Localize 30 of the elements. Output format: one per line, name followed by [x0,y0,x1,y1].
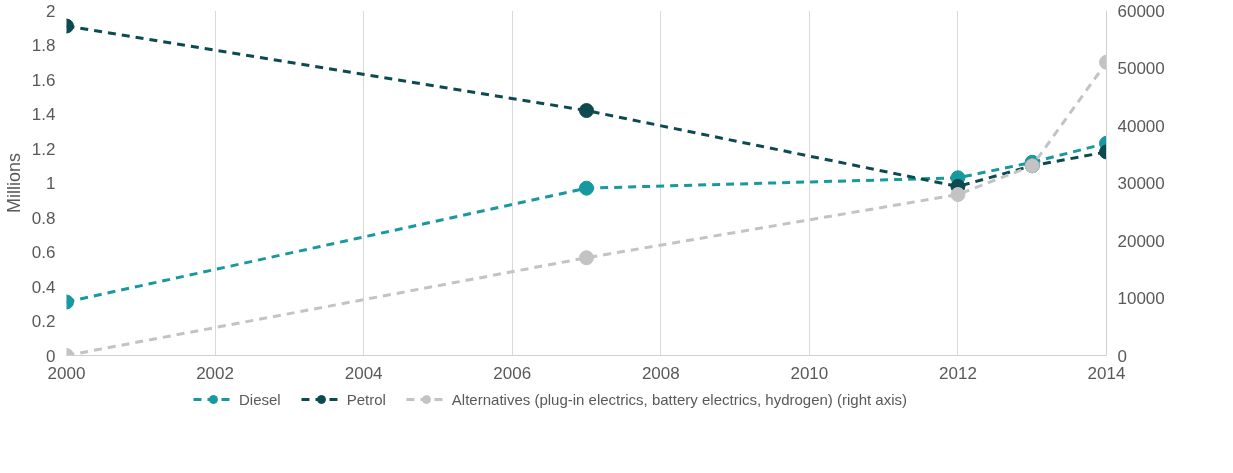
y-tick-label: 0.4 [31,277,56,297]
y-tick-label: 1.4 [31,105,56,124]
y2-tick-label: 60000 [1117,1,1165,21]
y2-tick-label: 40000 [1117,116,1165,136]
y2-tick-label: 10000 [1117,289,1165,308]
y2-tick-label: 20000 [1117,231,1165,251]
y-tick-label: 0.6 [31,243,56,262]
y-tick-label: 1.8 [31,36,56,55]
x-tick-label: 2008 [641,363,680,383]
x-tick-label: 2006 [493,363,532,383]
x-tick-label: 2014 [1087,363,1126,383]
y2-tick-label: 50000 [1117,59,1165,78]
y2-tick-label: 30000 [1117,174,1165,193]
y-tick-label: 0.2 [31,312,56,331]
x-tick-label: 2010 [790,363,829,383]
x-tick-label: 2000 [47,363,86,383]
legend-label: Petrol [346,390,386,408]
y-tick-label: 0.8 [31,208,56,228]
legend-label: Alternatives (plug-in electrics, battery electrics, hydrogen) (right axis) [451,390,908,408]
y-axis-title: Millions [3,152,24,214]
x-tick-label: 2004 [344,363,383,383]
y-tick-label: 1 [46,174,56,193]
x-tick-label: 2002 [196,363,234,383]
y-tick-label: 1.2 [31,139,56,159]
y-tick-label: 1.6 [31,70,56,90]
y2-tick-label: 0 [1117,346,1127,366]
legend-label: Diesel [238,390,281,408]
y-tick-label: 2 [46,1,56,21]
x-tick-label: 2012 [939,363,977,383]
y-tick-label: 0 [46,346,56,366]
